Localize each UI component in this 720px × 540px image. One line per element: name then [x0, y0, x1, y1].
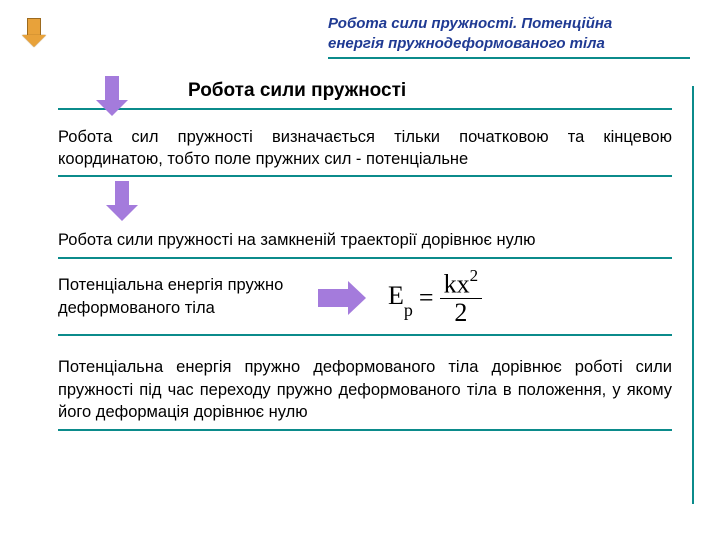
formula-num-sup: 2 [470, 266, 479, 285]
paragraph-4: Потенціальна енергія пружно деформованог… [58, 356, 672, 423]
header-line2: енергія пружнодеформованого тіла [328, 35, 605, 52]
formula: Ep = kx2 2 [388, 269, 482, 327]
right-border-line [692, 86, 694, 504]
paragraph-1: Робота сил пружності визначається тільки… [58, 126, 672, 171]
formula-eq: = [419, 283, 434, 313]
page-header: Робота сили пружності. Потенційна енергі… [328, 14, 690, 59]
arrow-down-icon [96, 76, 128, 116]
formula-lhs-sub: p [404, 300, 413, 320]
divider-line [58, 429, 672, 431]
divider-line [58, 108, 672, 110]
section-title: Робота сили пружності [188, 80, 672, 102]
paragraph-3: Потенціальна енергія пружно деформованог… [58, 274, 296, 319]
arrow-down-icon [106, 181, 138, 221]
formula-num-left: kx [444, 269, 470, 298]
divider-line [58, 334, 672, 336]
paragraph-2: Робота сили пружності на замкненій траек… [58, 229, 672, 251]
arrow-right-icon [318, 281, 366, 315]
divider-line [58, 175, 672, 177]
formula-den: 2 [454, 299, 467, 326]
formula-lhs-base: E [388, 281, 404, 310]
divider-line [58, 257, 672, 259]
corner-down-arrow-icon [22, 18, 46, 47]
header-line1: Робота сили пружності. Потенційна [328, 15, 612, 32]
content-area: Робота сили пружності Робота сил пружнос… [58, 80, 672, 431]
